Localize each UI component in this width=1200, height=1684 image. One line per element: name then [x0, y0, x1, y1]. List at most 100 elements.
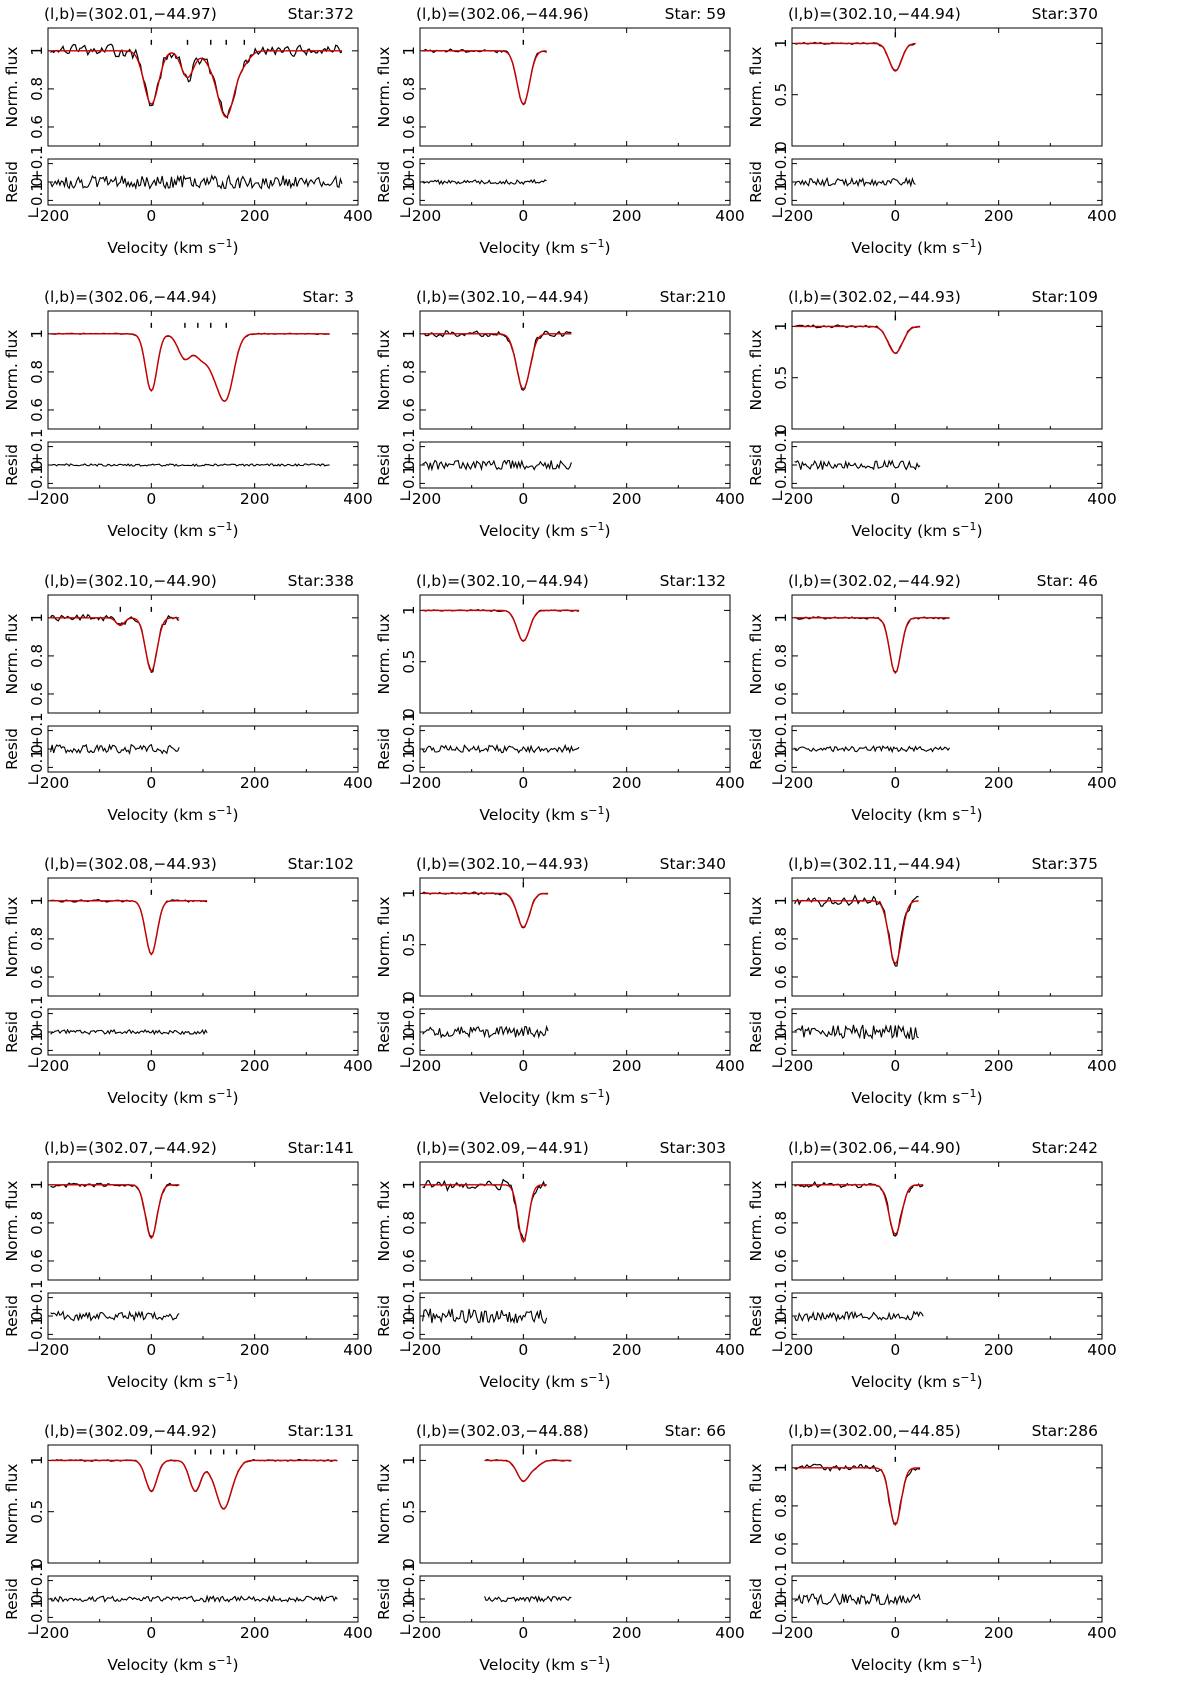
flux-axis-label: Norm. flux: [747, 897, 765, 978]
residual-line: [422, 1024, 549, 1039]
x-tick-label: 0: [146, 1057, 156, 1075]
panel-star-id: Star:286: [1032, 1422, 1098, 1440]
spectrum-panel-16: (l,b)=(302.09,−44.92) Star:131 −200 0 200 400…: [3, 1422, 373, 1674]
panel-coordinates: (l,b)=(302.10,−44.90): [44, 572, 217, 590]
resid-axis-label: Resid: [3, 1011, 21, 1053]
x-tick-label: 400: [715, 207, 745, 225]
resid-y-tick-label: −0.1: [400, 749, 418, 785]
flux-axes-frame: [791, 594, 1103, 714]
resid-y-tick-label: −0.1: [772, 749, 790, 785]
x-tick-label: 0: [518, 1624, 528, 1642]
model-fit-line: [50, 1184, 180, 1240]
observed-spectrum-line: [422, 891, 549, 929]
flux-axes-frame: [419, 877, 731, 997]
resid-y-tick-label: +0.1: [28, 145, 46, 181]
residual-axes-frame: [419, 441, 731, 489]
flux-axes-frame: [47, 1444, 359, 1564]
x-tick-label: 200: [612, 1341, 642, 1359]
flux-y-tick-label: 1: [400, 1456, 418, 1466]
spectrum-panel-10: (l,b)=(302.08,−44.93) Star:102 −200 0 200 400…: [3, 855, 373, 1107]
resid-y-tick-label: 0: [772, 1027, 790, 1037]
resid-y-tick-label: 0: [400, 1027, 418, 1037]
resid-y-tick-label: −0.1: [400, 465, 418, 501]
x-tick-label: 0: [146, 207, 156, 225]
x-tick-label: −200: [399, 490, 442, 508]
flux-y-tick-label: 1: [28, 613, 46, 623]
resid-y-tick-label: 0: [400, 744, 418, 754]
spectrum-panel-18: (l,b)=(302.00,−44.85) Star:286 −200 0 200 400…: [747, 1422, 1117, 1674]
flux-y-tick-label: 0.6: [28, 965, 46, 989]
flux-axis-label: Norm. flux: [747, 614, 765, 695]
velocity-axis-label: Velocity (km s−1): [851, 1087, 982, 1107]
model-fit-line: [794, 1467, 921, 1527]
flux-y-tick-label: 0.6: [772, 965, 790, 989]
x-tick-label: 0: [890, 774, 900, 792]
residual-axes-frame: [419, 1008, 731, 1056]
flux-axis-label: Norm. flux: [747, 47, 765, 128]
x-tick-label: 0: [890, 1057, 900, 1075]
x-tick-label: 200: [984, 1624, 1014, 1642]
spectrum-panel-6: (l,b)=(302.02,−44.93) Star:109 −200 0 200 400…: [747, 288, 1117, 540]
flux-axes-frame: [791, 1161, 1103, 1281]
resid-y-tick-label: 0: [772, 177, 790, 187]
resid-y-tick-label: +0.1: [772, 995, 790, 1031]
residual-line: [422, 1308, 548, 1325]
flux-y-tick-label: 0: [400, 708, 418, 718]
x-tick-label: −200: [27, 207, 70, 225]
resid-y-tick-label: −0.1: [28, 1032, 46, 1068]
observed-spectrum-line: [794, 616, 950, 673]
flux-y-tick-label: 1: [400, 606, 418, 616]
panel-star-id: Star:370: [1032, 5, 1098, 23]
flux-y-tick-label: 0.6: [772, 682, 790, 706]
x-tick-label: 200: [984, 490, 1014, 508]
velocity-axis-label: Velocity (km s−1): [107, 1654, 238, 1674]
residual-line: [484, 1595, 572, 1604]
x-tick-label: 200: [240, 774, 270, 792]
residual-axes-frame: [791, 441, 1103, 489]
flux-y-tick-label: 0.6: [400, 398, 418, 422]
residual-line: [794, 745, 951, 754]
flux-axis-label: Norm. flux: [3, 1464, 21, 1545]
resid-y-tick-label: −0.1: [400, 1316, 418, 1352]
resid-y-tick-label: −0.1: [28, 1316, 46, 1352]
model-fit-line: [50, 900, 208, 956]
panel-coordinates: (l,b)=(302.10,−44.94): [788, 5, 961, 23]
x-tick-label: 400: [343, 490, 373, 508]
spectrum-panel-15: (l,b)=(302.06,−44.90) Star:242 −200 0 200 400…: [747, 1139, 1117, 1391]
panel-coordinates: (l,b)=(302.10,−44.93): [416, 855, 589, 873]
spectrum-panel-1: (l,b)=(302.01,−44.97) Star:372 −200 0 200 400…: [3, 5, 373, 257]
panel-coordinates: (l,b)=(302.02,−44.93): [788, 288, 961, 306]
flux-y-tick-label: 0.5: [28, 1500, 46, 1524]
resid-y-tick-label: +0.1: [28, 1562, 46, 1598]
resid-axis-label: Resid: [3, 161, 21, 203]
residual-line: [50, 1028, 208, 1036]
residual-line: [422, 743, 580, 754]
resid-y-tick-label: +0.1: [400, 712, 418, 748]
residual-line: [50, 1594, 338, 1603]
velocity-axis-label: Velocity (km s−1): [479, 1654, 610, 1674]
spectrum-panel-8: (l,b)=(302.10,−44.94) Star:132 −200 0 200 400…: [375, 572, 745, 824]
x-tick-label: 400: [715, 774, 745, 792]
velocity-axis-label: Velocity (km s−1): [851, 1654, 982, 1674]
resid-axis-label: Resid: [3, 1578, 21, 1620]
flux-y-tick-label: 0.8: [772, 1494, 790, 1518]
velocity-axis-label: Velocity (km s−1): [479, 804, 610, 824]
resid-y-tick-label: −0.1: [772, 1599, 790, 1635]
x-tick-label: 400: [343, 1057, 373, 1075]
resid-y-tick-label: +0.1: [400, 428, 418, 464]
x-tick-label: 400: [343, 207, 373, 225]
resid-y-tick-label: +0.1: [28, 1279, 46, 1315]
flux-axes-frame: [791, 310, 1103, 430]
flux-axes-frame: [419, 1444, 731, 1564]
x-tick-label: 400: [1087, 490, 1117, 508]
spectrum-panel-17: (l,b)=(302.03,−44.88) Star: 66 −200 0 200 400…: [375, 1422, 745, 1674]
flux-y-tick-label: 1: [400, 889, 418, 899]
spectrum-panel-12: (l,b)=(302.11,−44.94) Star:375 −200 0 200 400…: [747, 855, 1117, 1107]
residual-line: [422, 459, 572, 472]
flux-y-tick-label: 0.8: [772, 644, 790, 668]
model-fit-line: [794, 1184, 924, 1236]
flux-y-tick-label: 0.5: [400, 933, 418, 957]
x-tick-label: 200: [240, 1624, 270, 1642]
flux-y-tick-label: 0.5: [400, 1500, 418, 1524]
